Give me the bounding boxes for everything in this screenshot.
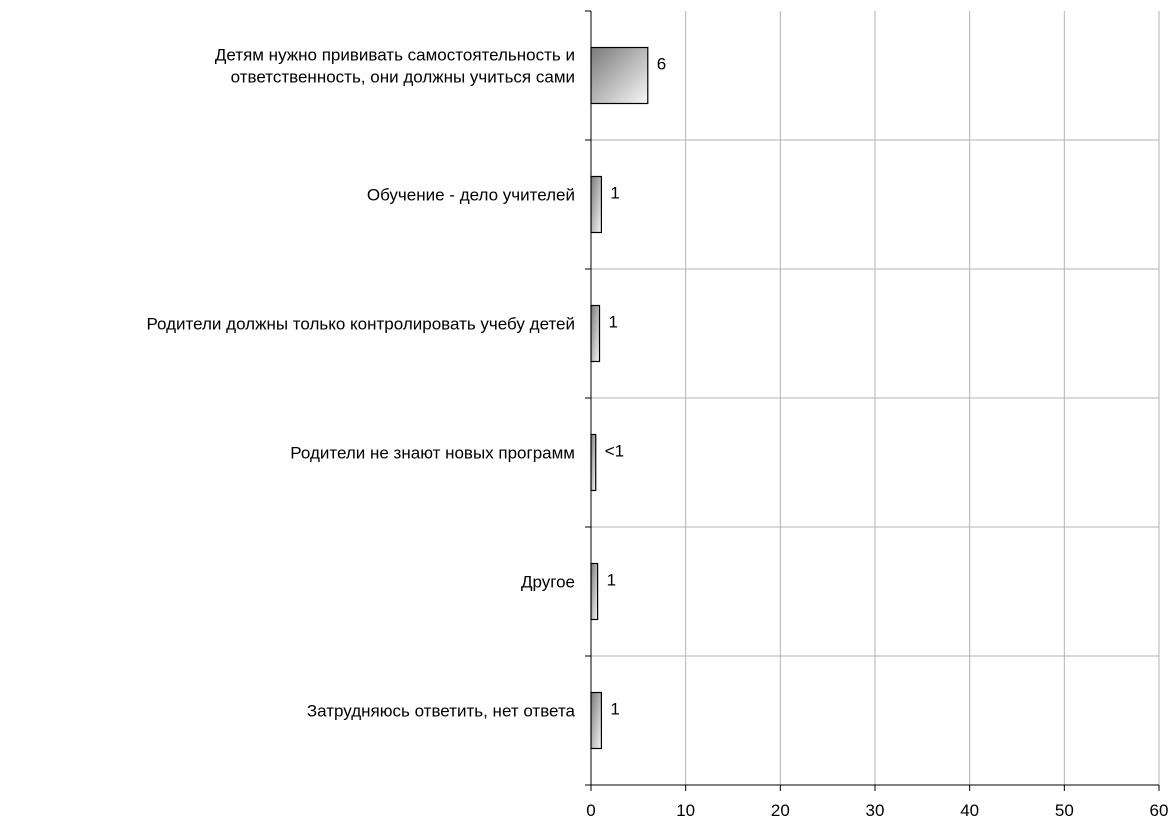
bar [590,433,597,492]
axes [585,10,1160,791]
x-tick-label: 20 [771,801,790,820]
category-label: Обучение - дело учителей [367,186,575,205]
data-label: 6 [657,55,666,74]
x-tick-label: 30 [866,801,885,820]
bars [590,46,649,750]
bar [590,304,601,363]
category-label: ответственность, они должны учиться сами [231,68,575,87]
x-tick-label: 0 [586,801,595,820]
data-label: 1 [610,184,619,203]
bar [590,691,603,750]
bar [590,562,599,621]
category-label: Детям нужно прививать самостоятельность … [215,46,575,65]
x-tick-label: 10 [676,801,695,820]
category-label: Другое [521,573,575,592]
data-label: 1 [610,700,619,719]
category-label: Затрудняюсь ответить, нет ответа [307,702,576,721]
bar [590,46,649,105]
data-label: 1 [609,313,618,332]
x-tick-label: 50 [1055,801,1074,820]
category-label: Родители не знают новых программ [290,444,575,463]
labels: 0 10 20 30 40 50 60 6 Детям нужно прививать само… [146,46,1168,821]
data-label: 1 [607,571,616,590]
x-tick-label: 60 [1150,801,1169,820]
gridlines [591,11,1160,785]
x-tick-label: 40 [960,801,979,820]
bar [590,175,603,234]
data-label: <1 [605,442,624,461]
category-label: Родители должны только контролировать уч… [146,315,575,334]
